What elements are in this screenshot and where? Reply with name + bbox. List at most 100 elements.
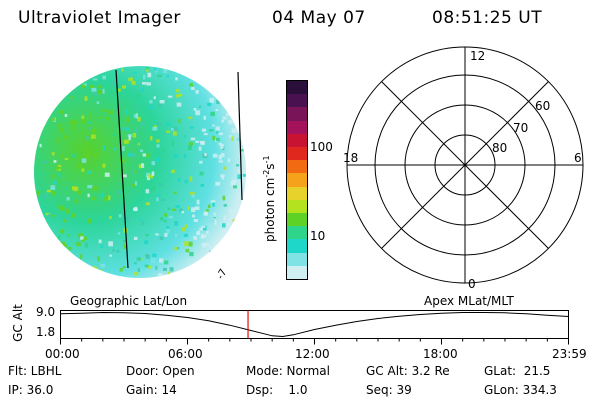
uv-pixel [131,190,134,195]
uv-pixel [141,163,145,168]
mode-status: Mode: Normal [246,364,330,378]
uv-pixel [64,186,68,191]
uv-pixel [170,128,174,131]
uv-pixel [105,117,109,121]
uv-pixel [141,122,145,126]
uv-pixel [166,130,171,133]
colorbar-segment [287,226,307,240]
uv-pixel [241,171,246,175]
uv-pixel [159,258,164,263]
uv-pixel [199,171,204,176]
uv-pixel [171,141,174,146]
uv-pixel [136,257,142,261]
uv-pixel [133,262,137,265]
uv-pixel [153,96,156,100]
uv-pixel [56,138,60,143]
uv-pixel [74,186,79,192]
uv-pixel [104,172,110,177]
uv-pixel [205,209,209,212]
uv-pixel [218,154,222,160]
y-axis-label: GC Alt [11,304,25,342]
uv-pixel [199,228,204,231]
uv-pixel [92,78,98,81]
uv-pixel [104,195,108,199]
uv-pixel [184,179,188,184]
uv-pixel [134,170,137,174]
uv-pixel [85,242,89,248]
uv-pixel [126,117,129,123]
uv-pixel [126,201,131,205]
uv-pixel [98,116,104,119]
app-title: Ultraviolet Imager [18,8,181,28]
uv-pixel [191,87,195,90]
uv-pixel [209,98,214,103]
uv-pixel [94,129,98,132]
uv-pixel [51,174,55,178]
uv-pixel [101,109,107,112]
uv-pixel [192,214,196,218]
uv-pixel [201,225,206,228]
uv-pixel [195,110,201,116]
uv-pixel [220,153,225,158]
uv-pixel [242,173,246,177]
uv-pixel [223,166,227,170]
uv-pixel [72,120,77,124]
uv-pixel [56,166,59,171]
uv-pixel [63,218,67,223]
uv-pixel [53,160,57,163]
uv-pixel [212,124,215,127]
uv-pixel [128,152,133,157]
uv-pixel [159,183,163,186]
mlat-label-70: 70 [513,121,528,135]
uv-pixel [112,133,117,136]
x-tick-label-3: 18:00 [423,347,458,361]
uv-pixel [112,196,115,200]
uv-pixel [122,159,126,162]
uv-pixel [188,142,193,146]
uv-pixel [179,208,183,213]
uv-pixel [156,144,160,148]
uv-pixel [71,153,77,158]
uv-pixel [109,92,115,95]
uv-pixel [117,88,121,92]
uv-pixel [117,93,121,97]
uv-pixel [156,197,159,202]
uv-pixel [146,153,150,158]
uv-pixel [145,189,150,194]
uv-pixel [153,125,157,128]
uv-pixel [155,265,158,270]
uv-pixel [163,69,168,73]
uv-pixel [68,246,72,250]
uv-pixel [156,139,160,143]
uv-pixel [86,120,92,124]
uv-pixel [132,153,136,158]
uv-pixel [244,186,246,189]
uv-pixel [80,236,84,240]
uv-pixel [166,75,170,78]
uv-pixel [214,219,217,225]
uv-pixel [70,121,73,126]
uv-pixel [102,88,105,94]
uv-pixel [163,219,167,223]
uv-pixel [67,234,70,237]
uv-pixel [174,191,177,194]
uv-pixel [231,128,237,133]
uv-pixel [221,119,225,123]
uv-pixel [178,118,181,123]
uv-pixel [158,273,163,278]
uv-pixel [91,128,96,134]
uv-pixel [151,161,155,166]
uv-pixel [94,266,98,269]
uv-pixel [184,224,188,228]
uv-pixel [155,157,160,162]
uv-pixel [201,243,207,248]
alt-chart [60,310,569,345]
uv-pixel [122,174,127,178]
uv-pixel [189,176,193,182]
colorbar-segment [287,120,307,134]
uv-pixel [46,189,51,193]
uv-pixel [135,94,141,98]
alt-chart-frame [60,310,569,339]
uv-pixel [230,181,236,186]
uv-pixel [149,100,153,104]
